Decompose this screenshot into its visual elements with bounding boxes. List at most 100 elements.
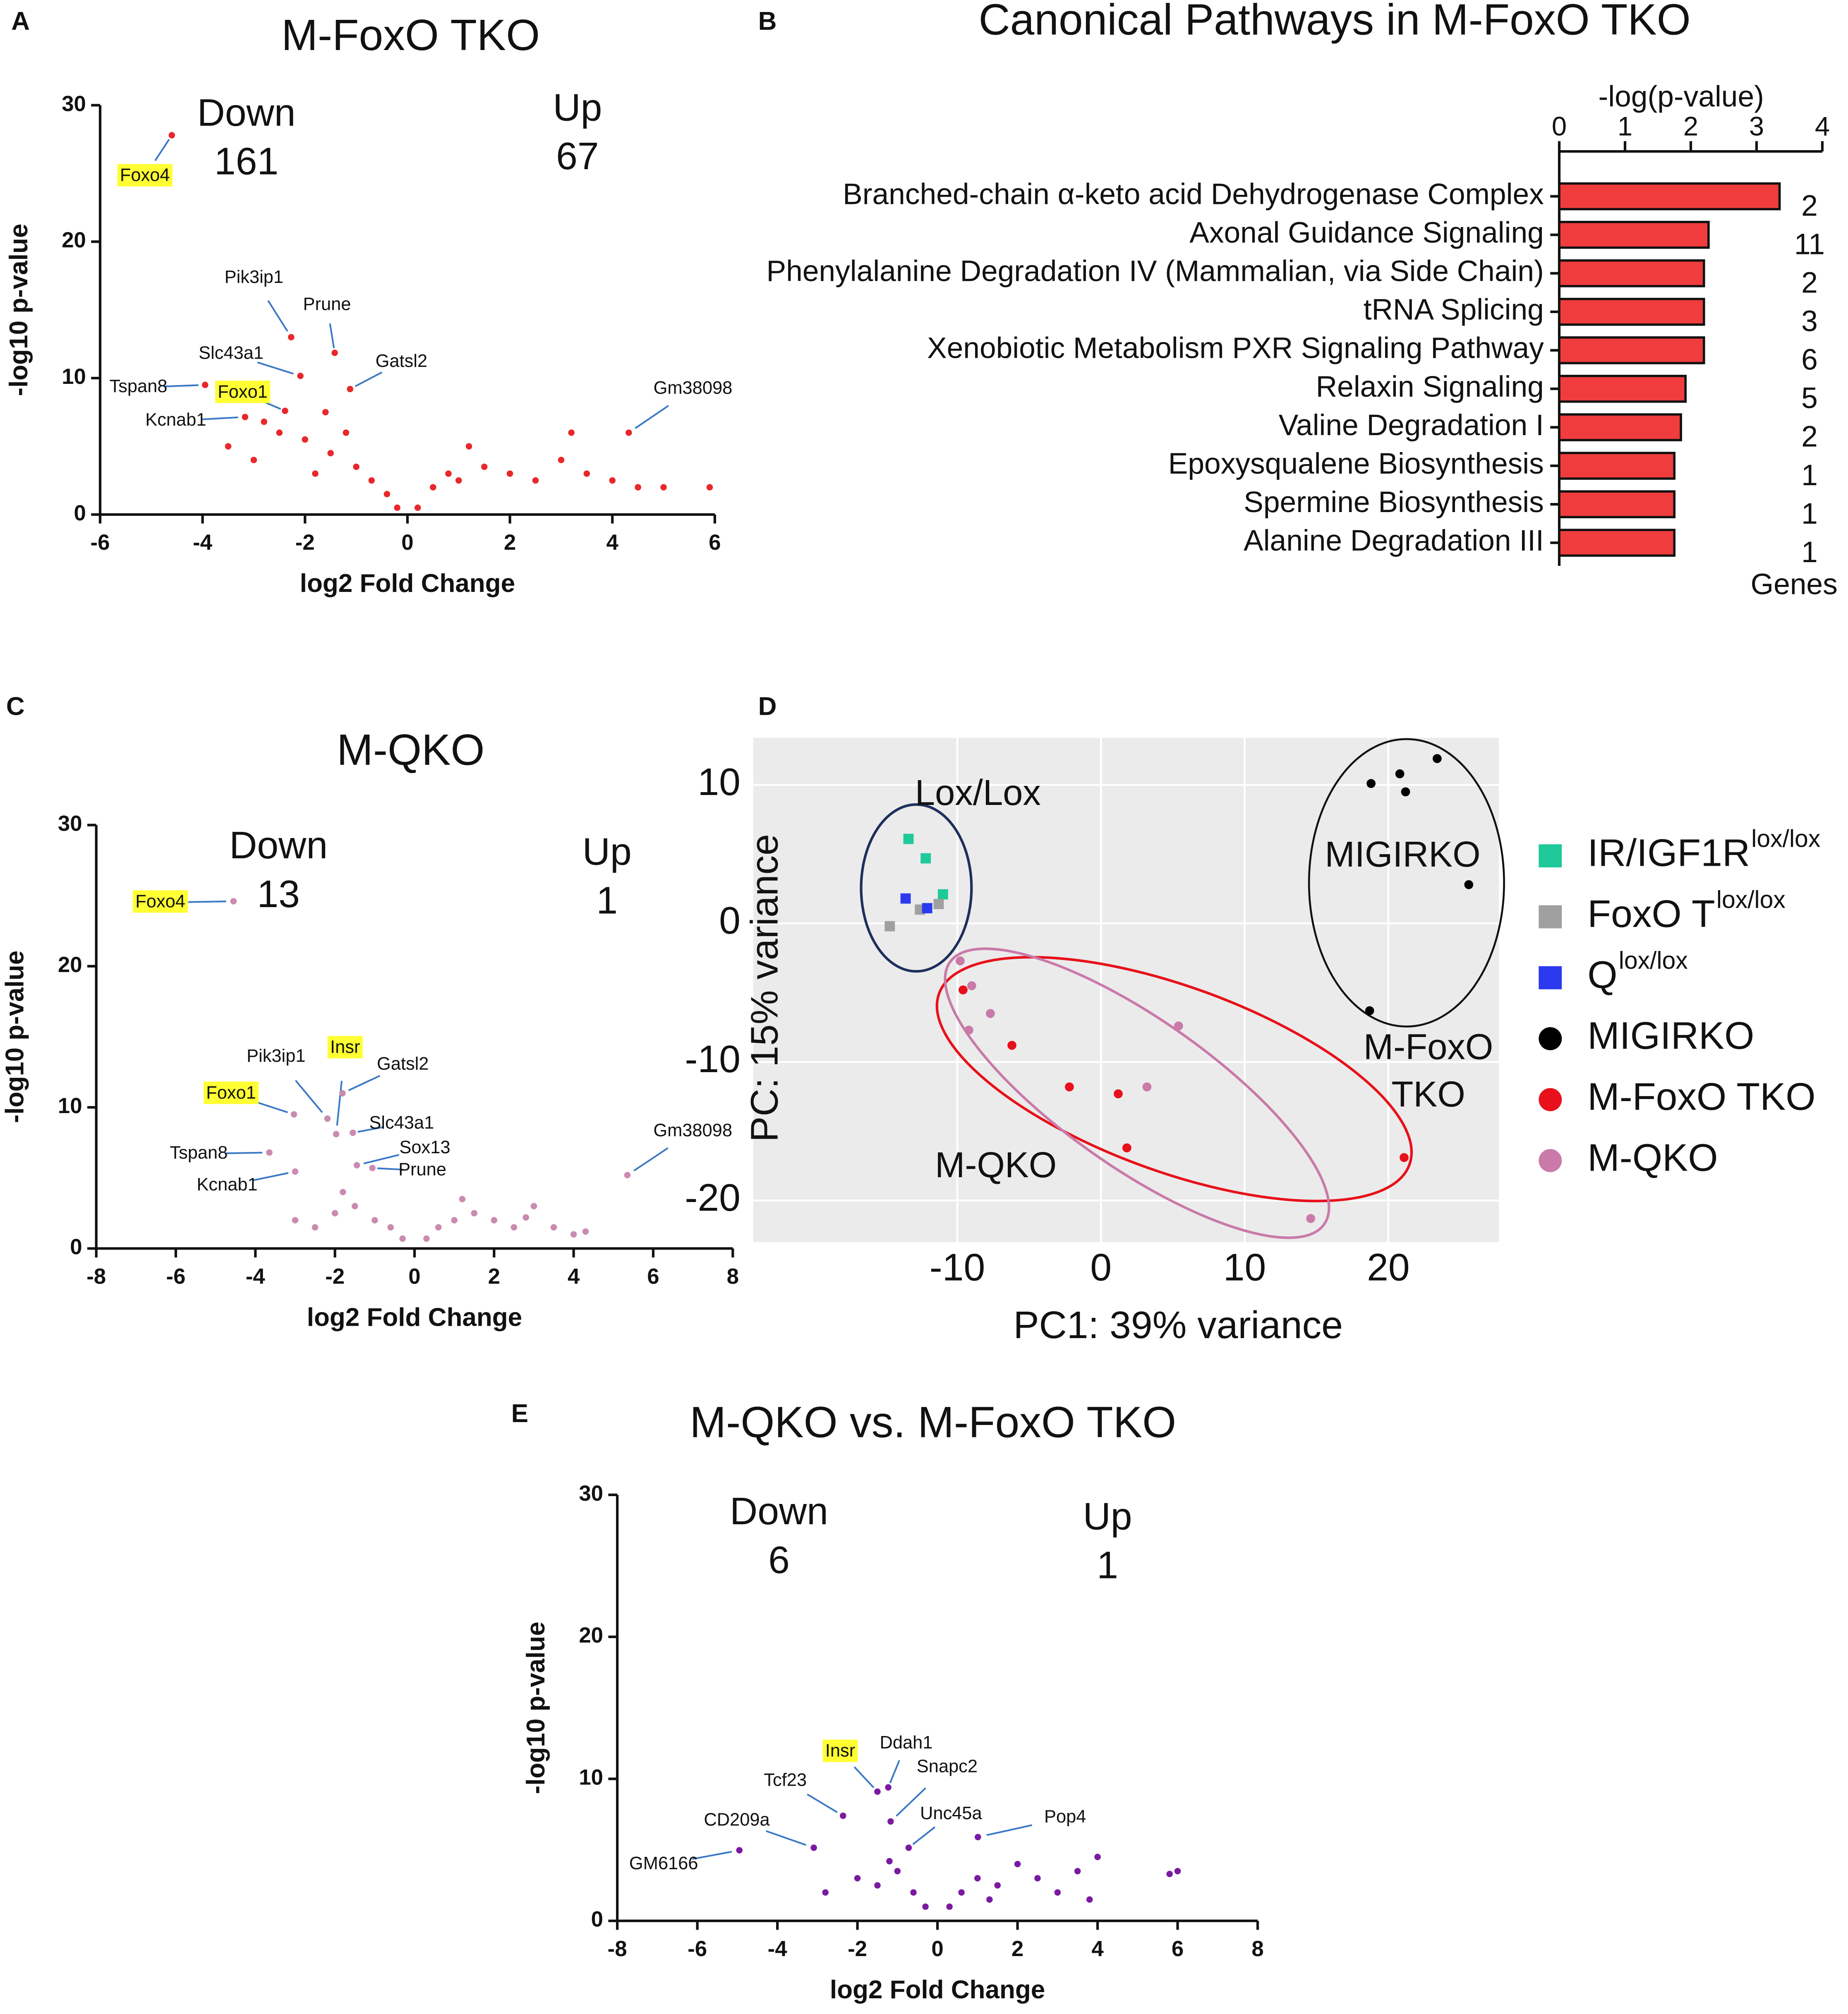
data-point xyxy=(430,484,436,491)
x-tick-label: 6 xyxy=(1172,1937,1184,1961)
y-tick-label: -10 xyxy=(685,1037,740,1080)
data-point xyxy=(660,484,667,491)
leader-line xyxy=(336,1080,343,1126)
y-axis-label: -log10 p-value xyxy=(522,1621,550,1794)
data-point xyxy=(445,470,452,477)
group-label: MIGIRKO xyxy=(1325,834,1480,874)
gene-count: 2 xyxy=(1801,420,1818,453)
data-point xyxy=(399,1235,406,1242)
gene-count: 6 xyxy=(1801,343,1818,376)
group-ellipse xyxy=(1308,738,1505,1027)
data-point xyxy=(491,1217,498,1224)
x-tick-label: 0 xyxy=(401,530,413,555)
chart-title: M-FoxO TKO xyxy=(281,11,540,60)
y-tick-label: 10 xyxy=(62,364,86,389)
x-tick-label: 1 xyxy=(1618,111,1632,141)
data-point xyxy=(886,1858,893,1865)
data-point xyxy=(1065,1082,1074,1092)
group-ellipse xyxy=(860,803,973,973)
x-tick-label: 2 xyxy=(488,1264,500,1289)
down-count: 6 xyxy=(768,1538,790,1581)
x-tick-label: 4 xyxy=(1091,1937,1104,1961)
labeled-point xyxy=(290,1111,297,1118)
leader-line xyxy=(154,139,170,161)
x-tick-label: -4 xyxy=(193,530,213,555)
leader-line xyxy=(633,1147,669,1172)
data-point xyxy=(550,1224,557,1231)
y-axis-label: PC: 15% variance xyxy=(743,834,786,1142)
y-tick-label: 20 xyxy=(58,953,82,977)
data-point xyxy=(261,418,267,425)
gene-count: 3 xyxy=(1801,305,1818,338)
point-label: Prune xyxy=(303,295,351,314)
data-point xyxy=(994,1882,1001,1889)
data-point xyxy=(822,1889,829,1896)
y-tick-label: 0 xyxy=(719,899,741,942)
leader-line xyxy=(225,1152,262,1154)
data-point xyxy=(351,1203,358,1209)
x-tick-label: -8 xyxy=(86,1264,106,1289)
data-point xyxy=(894,1868,901,1875)
labeled-point xyxy=(297,373,304,379)
labeled-point xyxy=(736,1847,743,1854)
bar xyxy=(1558,297,1705,326)
x-tick-label: -4 xyxy=(246,1264,266,1289)
leader-line xyxy=(163,384,199,388)
x-tick-label: -2 xyxy=(848,1937,867,1961)
x-tick-label: -10 xyxy=(930,1246,985,1289)
data-point xyxy=(471,1210,477,1217)
point-label: Insr xyxy=(825,1741,855,1761)
data-point xyxy=(1365,1006,1374,1015)
point-label: Gm38098 xyxy=(654,378,733,398)
point-label: Foxo1 xyxy=(206,1083,256,1103)
bar xyxy=(1558,259,1705,287)
data-point xyxy=(506,470,513,477)
y-tick-label: 20 xyxy=(579,1623,603,1648)
y-tick-label: 10 xyxy=(697,760,741,803)
x-tick-label: 0 xyxy=(931,1937,943,1961)
legend-superscript: lox/lox xyxy=(1751,825,1820,852)
leader-line xyxy=(692,1851,732,1860)
labeled-point xyxy=(333,1131,340,1138)
group-ellipse xyxy=(944,947,1330,1239)
point-label: Insr xyxy=(330,1037,360,1057)
y-tick-label: 0 xyxy=(591,1907,603,1932)
data-point xyxy=(312,1224,319,1231)
labeled-point xyxy=(810,1844,817,1851)
leader-line xyxy=(267,300,288,332)
gene-count: 2 xyxy=(1801,189,1818,222)
leader-line xyxy=(912,1826,936,1845)
leader-line xyxy=(635,405,669,429)
legend-label: M-FoxO TKO xyxy=(1587,1075,1815,1118)
x-axis-label: log2 Fold Change xyxy=(300,569,515,598)
data-point xyxy=(250,457,257,463)
data-point xyxy=(903,833,914,844)
panel-letter: B xyxy=(758,7,777,36)
chart-title: Canonical Pathways in M-FoxO TKO xyxy=(978,0,1690,44)
labeled-point xyxy=(168,132,175,139)
data-point xyxy=(459,1196,466,1202)
data-point xyxy=(353,463,360,470)
point-label: Snapc2 xyxy=(917,1757,978,1777)
labeled-point xyxy=(626,429,632,436)
x-tick-label: -2 xyxy=(295,530,315,555)
x-tick-label: 2 xyxy=(1011,1937,1023,1961)
labeled-point xyxy=(347,386,353,393)
leader-line xyxy=(377,1167,404,1171)
data-point xyxy=(583,470,590,477)
data-point xyxy=(874,1882,881,1889)
data-point xyxy=(1433,754,1442,763)
leader-line xyxy=(253,1172,289,1181)
up-label: Up xyxy=(553,86,602,129)
panel-letter: A xyxy=(11,7,30,36)
x-tick-label: 6 xyxy=(709,530,721,555)
chart-title: M-QKO xyxy=(337,726,484,774)
legend-marker xyxy=(1539,966,1562,989)
down-label: Down xyxy=(197,91,296,134)
x-tick-label: -4 xyxy=(768,1937,788,1961)
bar xyxy=(1558,220,1710,249)
leader-line xyxy=(295,1080,323,1113)
data-point xyxy=(1007,1041,1016,1050)
category-label: Spermine Biosynthesis xyxy=(1244,486,1544,519)
